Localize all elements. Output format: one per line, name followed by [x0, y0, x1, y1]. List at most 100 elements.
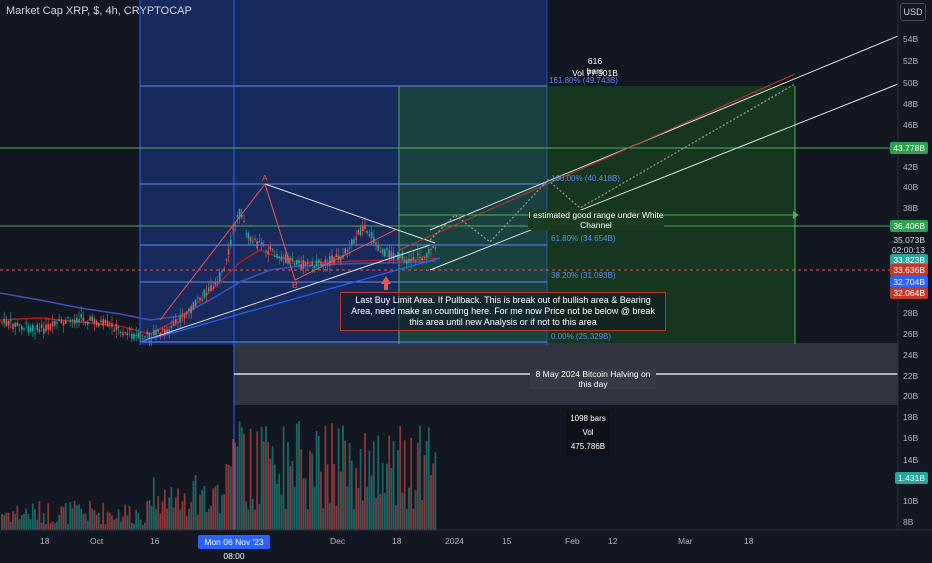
candle-body — [155, 330, 157, 335]
candle-body — [131, 333, 133, 339]
volume-bar — [333, 464, 336, 530]
volume-bar — [276, 483, 278, 530]
price-label: 1.431B — [895, 472, 928, 484]
candle-body — [267, 251, 269, 255]
time-tick: Dec — [330, 536, 346, 546]
ma-fast — [0, 249, 437, 335]
candle-body — [230, 239, 232, 245]
price-tick: 18B — [903, 412, 919, 422]
candle-body — [221, 271, 223, 273]
volume-bar — [346, 486, 349, 530]
candle-body — [203, 289, 206, 297]
volume-bar — [106, 511, 109, 530]
volume-bar — [353, 508, 355, 530]
candle-body — [388, 250, 390, 258]
candle-body — [12, 324, 14, 330]
volume-bar — [3, 514, 6, 530]
volume-bar — [348, 443, 351, 530]
volume-bar — [254, 509, 256, 530]
volume-bar — [5, 512, 8, 530]
candle-body — [362, 225, 364, 231]
volume-bar — [95, 514, 98, 530]
candle-body — [225, 259, 228, 261]
volume-bar — [51, 521, 54, 530]
candle-body — [80, 314, 82, 318]
volume-bar — [67, 524, 69, 530]
volume-bar — [34, 508, 36, 530]
volume-bar — [128, 506, 131, 530]
volume-bar — [251, 498, 254, 530]
volume-bar — [311, 453, 314, 530]
buy-arrow-icon — [381, 276, 391, 290]
candle-body — [293, 263, 296, 265]
currency-button[interactable]: USD — [900, 3, 926, 21]
candle-body — [93, 318, 96, 324]
volume-bar — [89, 501, 91, 530]
candle-body — [320, 261, 322, 266]
volume-bar — [267, 442, 270, 530]
volume-bar — [342, 425, 344, 530]
candle-body — [5, 321, 8, 327]
candle-body — [245, 233, 247, 235]
volume-bar — [29, 519, 32, 530]
fib-161-label: 161.80% (49.743B) — [549, 76, 618, 85]
candle-body — [172, 322, 175, 326]
candle-body — [254, 238, 256, 240]
candle-body — [16, 322, 19, 326]
volume-bar — [309, 450, 311, 530]
volume-bar — [291, 461, 294, 530]
volume-bar — [56, 521, 58, 530]
volume-bar — [408, 487, 410, 530]
volume-bar — [331, 423, 333, 530]
volume-bar — [287, 441, 289, 530]
volume-bar — [38, 501, 41, 530]
candle-body — [241, 215, 243, 218]
candle-body — [359, 227, 362, 236]
volume-bar — [238, 421, 241, 530]
candle-body — [280, 256, 283, 261]
time-highlight: Mon 06 Nov '23 08:00 — [198, 535, 270, 561]
volume-bar — [7, 512, 10, 530]
time-tick: 16 — [150, 536, 160, 546]
candle-body — [14, 322, 16, 327]
candle-body — [124, 332, 126, 334]
candle-body — [84, 321, 87, 324]
volume-bar — [271, 446, 274, 530]
volume-bar — [326, 464, 329, 530]
volume-bar — [80, 508, 83, 530]
price-tick: 14B — [903, 455, 919, 465]
candle-body — [106, 320, 109, 327]
volume-bar — [75, 505, 78, 530]
range-note: I estimated good range under White Chann… — [528, 210, 664, 230]
range-bars-label: 1098 bars — [570, 414, 606, 423]
candle-body — [311, 262, 313, 266]
volume-bar — [113, 519, 116, 530]
volume-bar — [397, 450, 399, 530]
chart-canvas[interactable] — [0, 0, 932, 550]
candle-body — [414, 260, 417, 262]
candle-body — [197, 297, 199, 299]
candle-body — [29, 327, 32, 332]
candle-body — [285, 254, 287, 263]
time-tick: 12 — [608, 536, 618, 546]
wave-b-label: B — [292, 280, 298, 290]
candle-body — [379, 251, 382, 253]
volume-bar — [170, 487, 173, 530]
volume-bar — [280, 494, 283, 530]
candle-body — [161, 328, 164, 331]
volume-bars — [1, 421, 437, 530]
volume-bar — [40, 522, 43, 530]
volume-bar — [419, 425, 421, 530]
volume-bar — [328, 503, 331, 530]
volume-bar — [359, 448, 362, 530]
candle-body — [434, 247, 437, 249]
fib-vol-label: Vol 77.501B — [572, 68, 618, 78]
candle-body — [25, 322, 27, 324]
volume-bar — [401, 492, 404, 530]
volume-bar — [425, 440, 428, 530]
volume-bar — [344, 440, 347, 530]
time-tick: 2024 — [445, 536, 464, 546]
candle-body — [65, 319, 67, 324]
volume-bar — [247, 509, 250, 530]
candle-body — [430, 248, 432, 250]
